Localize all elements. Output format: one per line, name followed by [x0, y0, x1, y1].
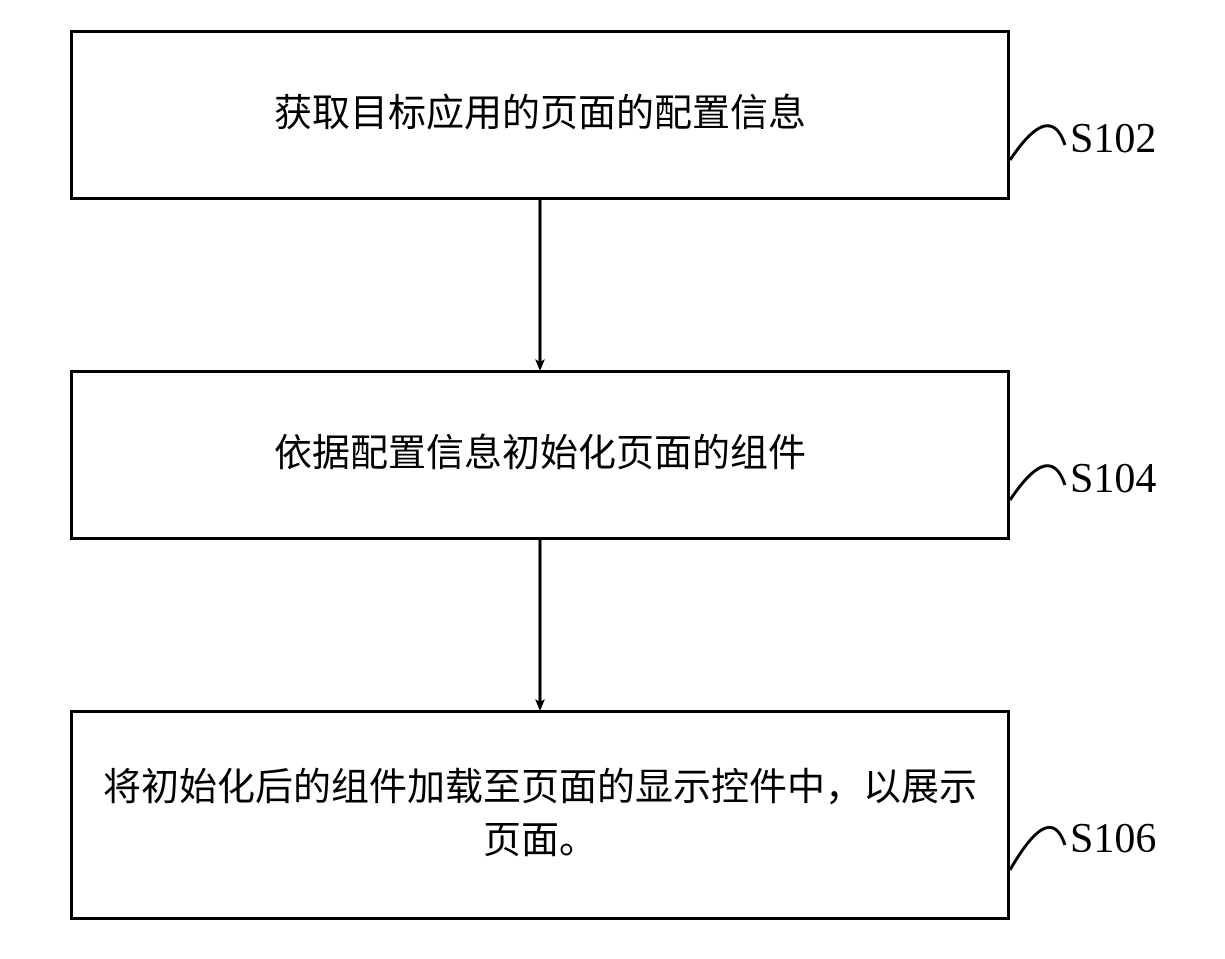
label-connector-1: [1010, 126, 1065, 160]
flowchart-label-2: S104: [1070, 455, 1156, 503]
flowchart-canvas: 获取目标应用的页面的配置信息 S102 依据配置信息初始化页面的组件 S104 …: [0, 0, 1225, 959]
flowchart-label-2-text: S104: [1070, 456, 1156, 502]
flowchart-label-3: S106: [1070, 815, 1156, 863]
label-connector-3: [1010, 827, 1065, 870]
flowchart-node-3-text: 将初始化后的组件加载至页面的显示控件中，以展示页面。: [93, 762, 987, 868]
label-connector-2: [1010, 466, 1065, 500]
flowchart-node-1: 获取目标应用的页面的配置信息: [70, 30, 1010, 200]
flowchart-node-2: 依据配置信息初始化页面的组件: [70, 370, 1010, 540]
flowchart-node-2-text: 依据配置信息初始化页面的组件: [274, 428, 806, 481]
flowchart-node-1-text: 获取目标应用的页面的配置信息: [274, 88, 806, 141]
flowchart-label-3-text: S106: [1070, 816, 1156, 862]
flowchart-node-3: 将初始化后的组件加载至页面的显示控件中，以展示页面。: [70, 710, 1010, 920]
flowchart-label-1-text: S102: [1070, 116, 1156, 162]
flowchart-label-1: S102: [1070, 115, 1156, 163]
